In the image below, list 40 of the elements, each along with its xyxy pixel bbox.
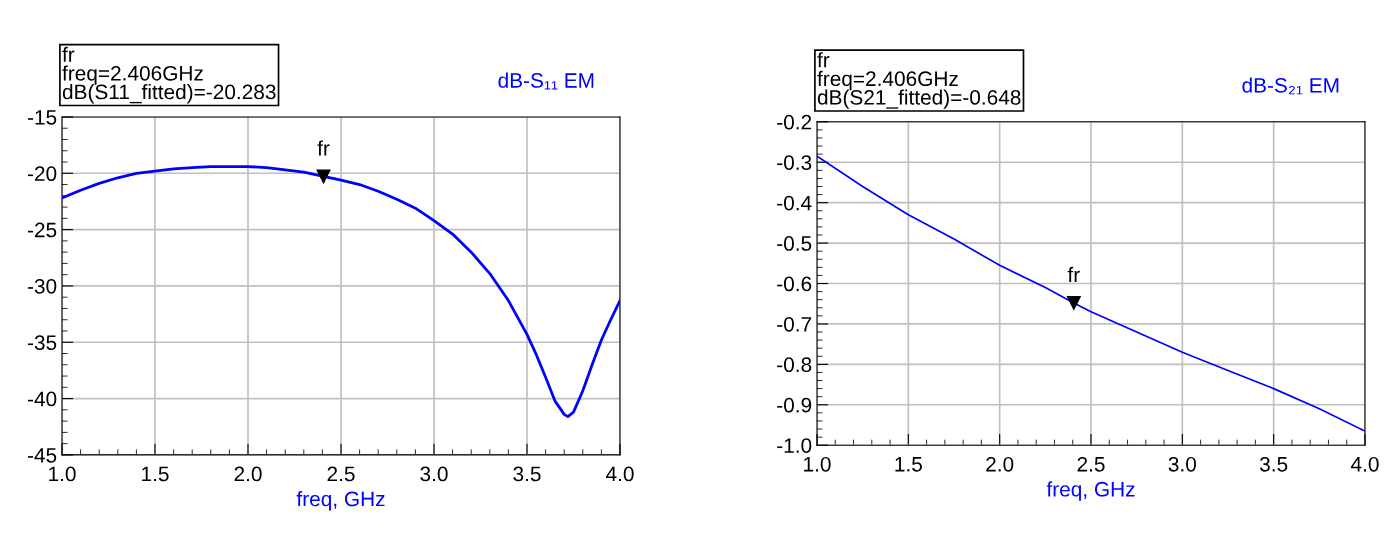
x-tick-label: 2.0	[986, 456, 1014, 472]
x-axis-title: freq, GHz	[1046, 481, 1135, 501]
annotation: fr	[1067, 266, 1080, 282]
y-tick-label: -0.4	[777, 195, 812, 211]
x-tick-label: 3.0	[1168, 456, 1196, 472]
y-tick-label: -25	[27, 222, 57, 238]
y-tick-label: -35	[27, 335, 57, 351]
y-tick-label: -20	[27, 166, 57, 182]
x-tick-label: 2.5	[1077, 456, 1105, 472]
line-series	[817, 155, 1365, 432]
y-tick-label: -0.3	[777, 155, 812, 170]
x-tick-label: 3.0	[420, 466, 448, 482]
x-tick-label: 1.5	[895, 457, 922, 472]
x-tick-label: 3.5	[1259, 456, 1288, 472]
x-axis-title: freq, GHz	[296, 491, 385, 511]
y-tick-label: -15	[27, 110, 57, 125]
y-tick-label: -40	[27, 391, 57, 407]
x-tick-label: 2.5	[327, 466, 355, 482]
x-tick-label: 2.0	[234, 466, 262, 482]
x-tick-label: 1.0	[49, 466, 76, 482]
text: dB-S₁₁ EM	[498, 72, 594, 90]
y-tick-label: -30	[27, 278, 57, 294]
text: fr freq=2.406GHz dB(S21_fitted)=-0.648	[817, 52, 1021, 109]
y-tick-label: -0.2	[777, 114, 812, 130]
y-tick-label: -0.5	[777, 236, 812, 251]
y-tick-label: -0.7	[777, 316, 812, 332]
annotation: fr	[317, 140, 330, 156]
text: fr freq=2.406GHz dB(S11_fitted)=-20.283	[62, 46, 276, 104]
y-tick-label: -0.8	[777, 357, 812, 373]
x-tick-label: 3.5	[513, 466, 541, 482]
x-tick-label: 4.0	[1351, 456, 1379, 472]
x-tick-label: 1.5	[142, 466, 169, 482]
line-series	[62, 165, 620, 418]
x-tick-label: 1.0	[804, 456, 831, 472]
y-tick-label: -0.6	[777, 276, 812, 292]
y-tick-label: -1.0	[777, 438, 812, 453]
y-tick-label: -45	[27, 448, 57, 463]
x-tick-label: 4.0	[606, 466, 634, 482]
y-tick-label: -0.9	[777, 397, 812, 413]
text: dB-S₂₁ EM	[1242, 77, 1339, 95]
